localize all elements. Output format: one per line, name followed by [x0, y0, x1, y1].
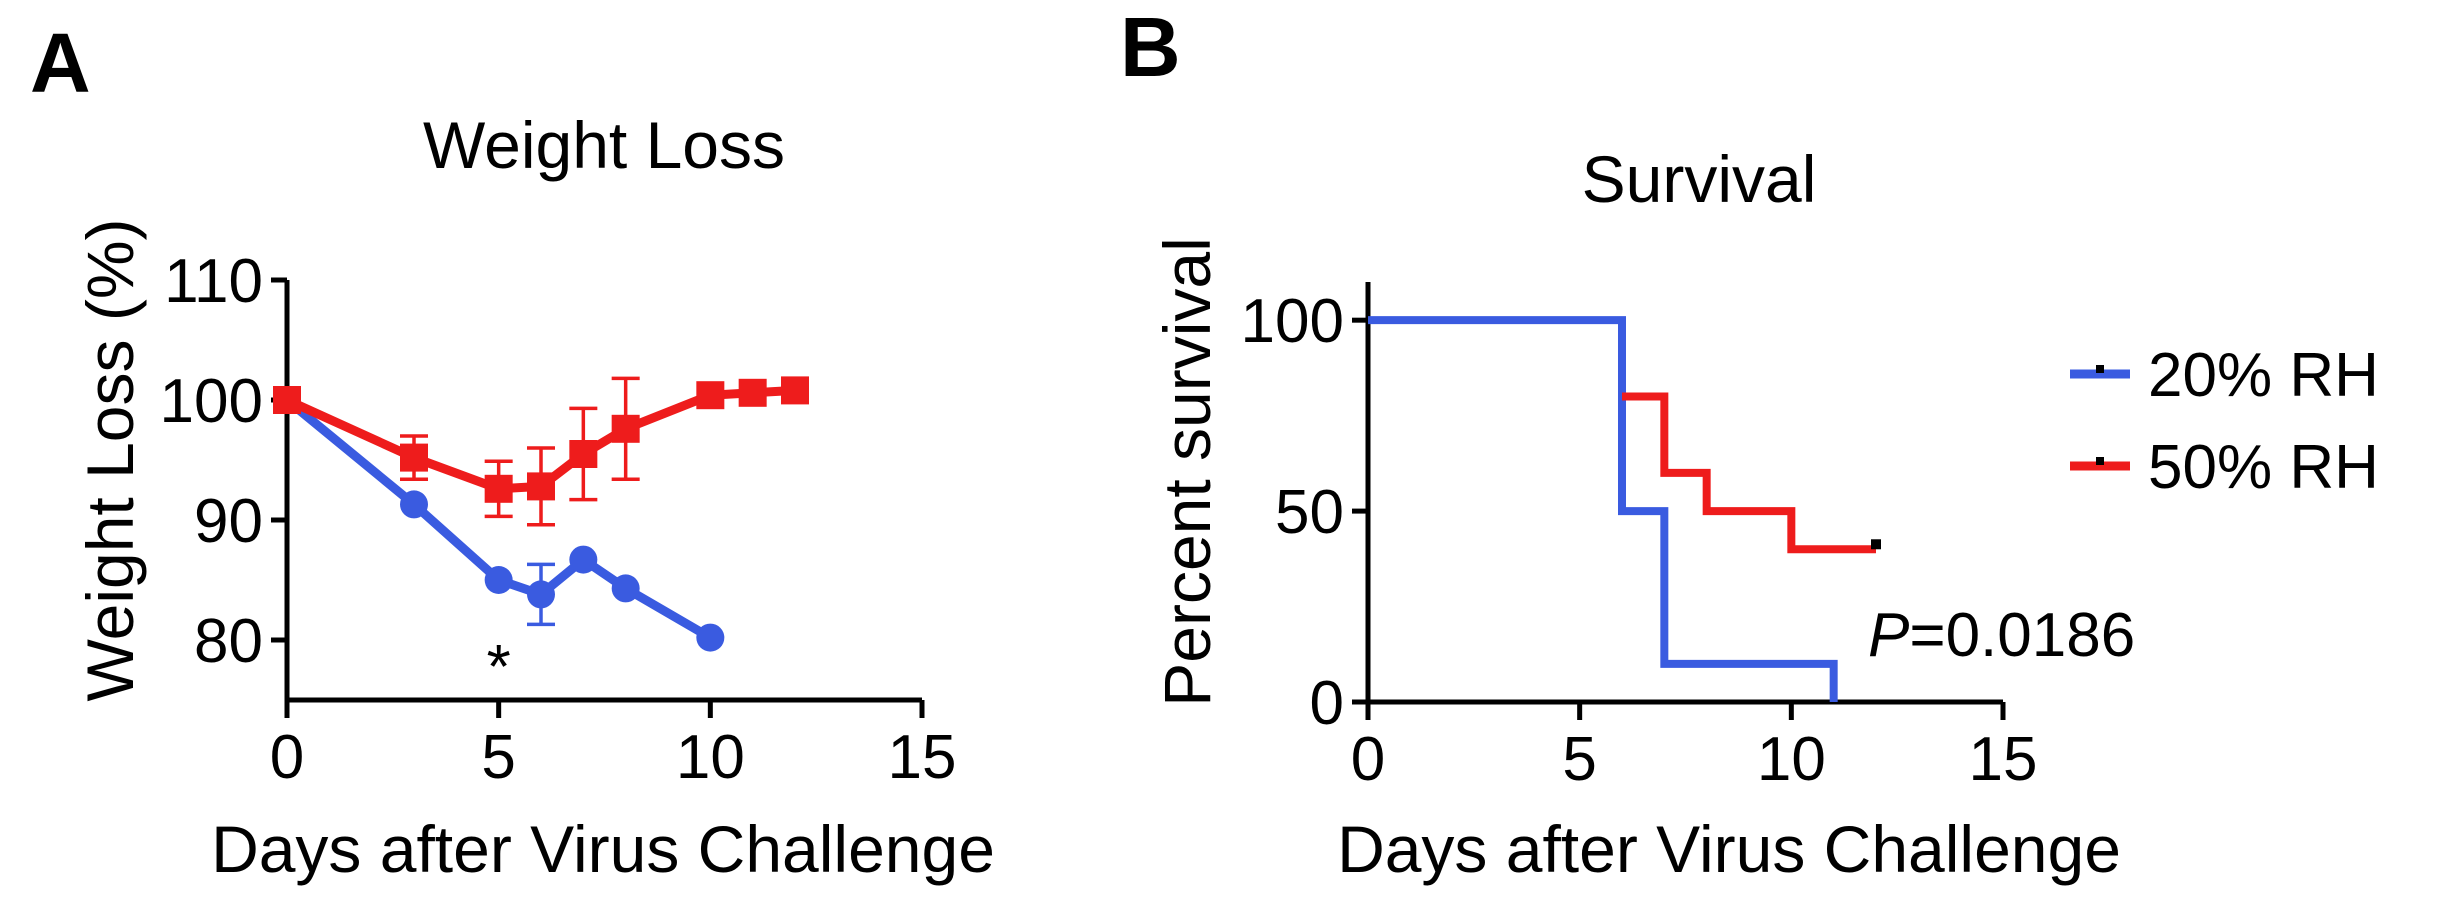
survival-curve-rh20 [1368, 316, 1838, 702]
legend-label-rh50: 50% RH [2148, 433, 2379, 502]
series-line [284, 396, 713, 642]
data-point-square [400, 443, 428, 472]
data-point-circle [527, 580, 555, 609]
p-value-number: =0.0186 [1909, 601, 2135, 670]
data-point-square [273, 386, 301, 414]
chart-a-y-tick-label: 110 [164, 247, 263, 316]
chart-b-y-tick-label: 100 [1241, 287, 1344, 356]
data-point-square [527, 472, 555, 501]
data-point-square [738, 378, 767, 407]
data-point-circle [611, 574, 640, 603]
chart-a-y-tick-label: 90 [194, 487, 263, 556]
chart-b: Survival Percent survival Days after Vir… [1150, 142, 2379, 886]
chart-a-series-rh20 [273, 386, 725, 652]
chart-b-y-tick-label: 50 [1275, 478, 1344, 547]
data-point-circle [696, 623, 725, 652]
legend-swatch-tick [2096, 457, 2104, 465]
panel-a-letter: A [30, 16, 91, 110]
chart-b-x-tick-label: 15 [1969, 725, 2038, 794]
chart-a-x-tick-label: 10 [676, 723, 745, 792]
p-value-annotation: P=0.0186 [1868, 601, 2135, 670]
chart-b-x-tick-label: 5 [1562, 725, 1596, 794]
chart-a-ylabel: Weight Loss (%) [73, 219, 147, 702]
chart-b-ylabel: Percent survival [1150, 237, 1224, 707]
data-point-circle [569, 545, 598, 574]
chart-a-xlabel: Days after Virus Challenge [211, 812, 995, 886]
legend-swatch-tick [2096, 365, 2104, 373]
data-point-square [569, 440, 598, 468]
chart-a-x-tick-label: 5 [481, 723, 515, 792]
panel-b-letter: B [1120, 0, 1181, 94]
chart-b-x-tick-label: 10 [1757, 725, 1826, 794]
survival-curve-rh50 [1622, 392, 1876, 554]
chart-a-x-tick-label: 15 [888, 723, 957, 792]
data-point-square [781, 376, 809, 405]
censor-mark [1871, 539, 1881, 550]
data-point-square [696, 381, 725, 410]
chart-b-xlabel: Days after Virus Challenge [1337, 812, 2121, 886]
data-point-square [611, 414, 640, 443]
data-point-square [484, 474, 513, 503]
chart-a-series-rh50 [273, 376, 809, 527]
legend-label-rh20: 20% RH [2148, 341, 2379, 410]
p-value-symbol: P [1868, 601, 1909, 670]
chart-a-plot: 80 90 100 110 0 5 10 15 * [160, 247, 957, 792]
significance-asterisk: * [487, 633, 511, 702]
data-point-circle [484, 566, 513, 594]
chart-a-x-tick-label: 0 [270, 723, 304, 792]
chart-a: Weight Loss Weight Loss (%) Days after V… [73, 108, 995, 886]
chart-b-title: Survival [1582, 142, 1817, 216]
chart-a-y-tick-label: 80 [194, 607, 263, 676]
data-point-circle [400, 490, 428, 519]
chart-b-y-tick-label: 0 [1310, 669, 1344, 738]
chart-b-x-tick-label: 0 [1351, 725, 1385, 794]
chart-a-title: Weight Loss [423, 108, 785, 182]
chart-b-plot: 0 50 100 0 5 10 15 [1241, 282, 2038, 794]
chart-a-y-tick-label: 100 [160, 367, 263, 436]
chart-b-legend: 20% RH 50% RH [2070, 341, 2379, 502]
